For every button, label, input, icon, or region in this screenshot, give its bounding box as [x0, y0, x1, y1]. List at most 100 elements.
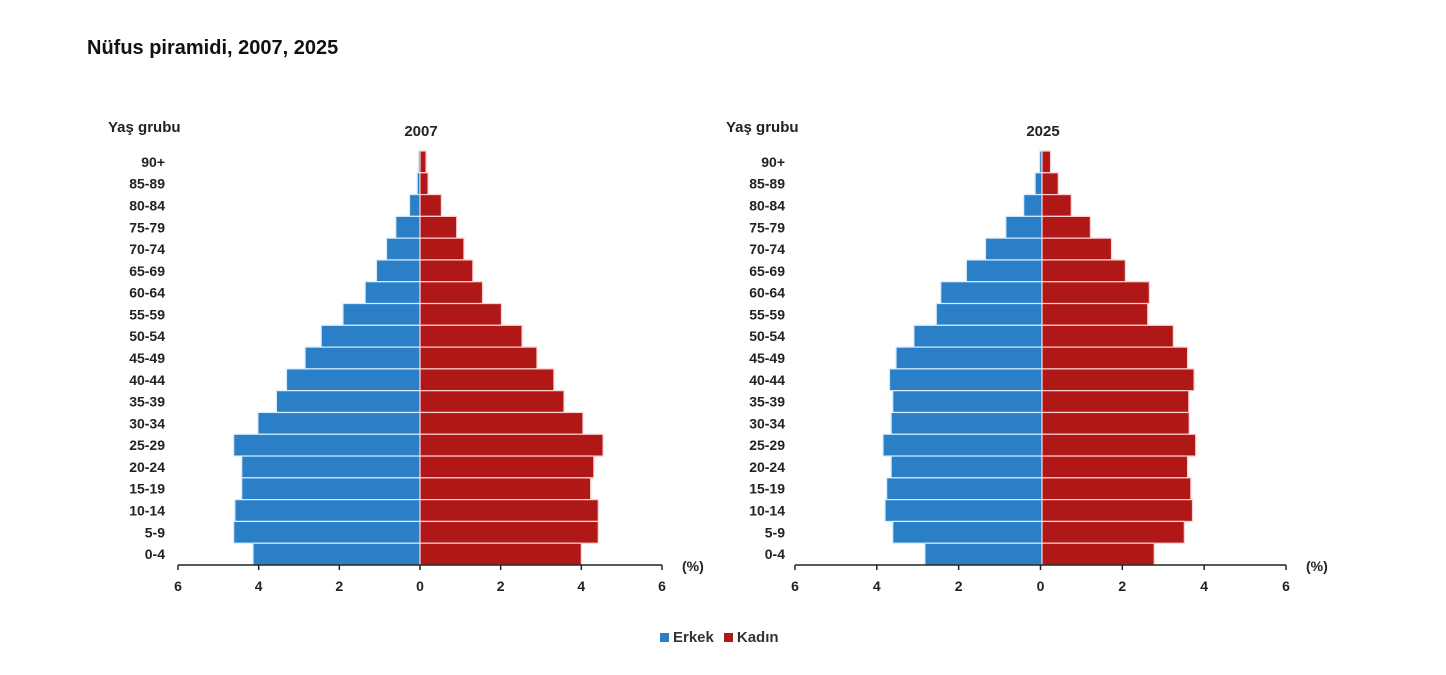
age-label: 20-24: [129, 459, 165, 475]
x-tick-label: 6: [174, 578, 182, 594]
bar-kadin-20-24: [1041, 455, 1189, 479]
x-tick-label: 4: [1200, 578, 1208, 594]
bar-kadin-75-79: [419, 215, 458, 239]
bar-erkek-60-64: [940, 281, 1043, 305]
bar-erkek-25-29: [233, 433, 421, 457]
age-label: 30-34: [129, 415, 165, 431]
y-axis-label: Yaş grubu: [726, 119, 799, 136]
legend-swatch-kadin: [723, 633, 733, 642]
bar-kadin-70-74: [419, 237, 465, 261]
age-label: 85-89: [749, 176, 785, 192]
x-tick-label: 6: [658, 578, 666, 594]
bar-erkek-70-74: [385, 237, 421, 261]
age-label: 15-19: [749, 481, 785, 497]
bar-kadin-75-79: [1041, 215, 1091, 239]
age-label: 50-54: [749, 328, 785, 344]
bar-erkek-30-34: [890, 411, 1043, 435]
age-label: 40-44: [749, 372, 785, 388]
legend: Erkek Kadın: [660, 629, 779, 646]
age-label: 80-84: [749, 197, 785, 213]
bar-erkek-35-39: [275, 390, 421, 414]
age-label: 25-29: [129, 437, 165, 453]
x-tick-label: 2: [497, 578, 505, 594]
x-tick-label: 4: [577, 578, 585, 594]
bar-kadin-55-59: [419, 302, 503, 326]
bar-erkek-45-49: [304, 346, 421, 370]
bar-kadin-65-69: [419, 259, 474, 283]
x-tick-label: 2: [335, 578, 343, 594]
age-label: 65-69: [129, 263, 165, 279]
bar-erkek-30-34: [257, 411, 421, 435]
bar-erkek-50-54: [913, 324, 1043, 348]
age-label: 30-34: [749, 415, 785, 431]
age-label: 35-39: [749, 394, 785, 410]
bar-kadin-25-29: [419, 433, 604, 457]
bar-erkek-15-19: [886, 477, 1043, 501]
bar-erkek-0-4: [924, 542, 1043, 566]
bar-erkek-70-74: [984, 237, 1043, 261]
x-tick-label: 2: [1118, 578, 1126, 594]
chart-title: 2007: [404, 123, 437, 140]
legend-label-erkek: Erkek: [673, 629, 714, 646]
bar-kadin-45-49: [419, 346, 538, 370]
bar-kadin-50-54: [419, 324, 523, 348]
age-label: 80-84: [129, 197, 165, 213]
age-label: 40-44: [129, 372, 165, 388]
bar-kadin-30-34: [1041, 411, 1190, 435]
x-tick-label: 6: [1282, 578, 1290, 594]
bar-erkek-0-4: [252, 542, 421, 566]
bar-erkek-20-24: [890, 455, 1043, 479]
legend-label-kadin: Kadın: [736, 629, 779, 646]
x-tick-label: 2: [955, 578, 963, 594]
bar-erkek-20-24: [241, 455, 421, 479]
bar-kadin-80-84: [1041, 193, 1072, 217]
bar-kadin-40-44: [1041, 368, 1195, 392]
bar-erkek-40-44: [888, 368, 1043, 392]
age-label: 55-59: [749, 306, 785, 322]
age-label: 70-74: [749, 241, 785, 257]
bar-kadin-0-4: [419, 542, 582, 566]
bar-kadin-80-84: [419, 193, 442, 217]
bar-kadin-15-19: [419, 477, 592, 501]
x-tick-label: 0: [1037, 578, 1045, 594]
bar-erkek-75-79: [395, 215, 421, 239]
age-label: 65-69: [749, 263, 785, 279]
bar-erkek-80-84: [408, 193, 421, 217]
bar-kadin-45-49: [1041, 346, 1189, 370]
chart-title: 2025: [1026, 123, 1059, 140]
bar-kadin-20-24: [419, 455, 595, 479]
bar-erkek-45-49: [895, 346, 1043, 370]
bar-kadin-30-34: [419, 411, 584, 435]
bar-erkek-80-84: [1023, 193, 1043, 217]
bar-erkek-40-44: [285, 368, 421, 392]
age-label: 60-64: [129, 285, 165, 301]
bar-erkek-75-79: [1005, 215, 1043, 239]
age-label: 60-64: [749, 285, 785, 301]
bar-erkek-65-69: [375, 259, 421, 283]
bar-erkek-15-19: [241, 477, 421, 501]
age-label: 75-79: [129, 219, 165, 235]
age-label: 45-49: [749, 350, 785, 366]
age-label: 25-29: [749, 437, 785, 453]
bar-kadin-50-54: [1041, 324, 1174, 348]
bar-kadin-85-89: [1041, 172, 1059, 196]
x-axis-label: (%): [1306, 558, 1328, 574]
bar-erkek-5-9: [892, 520, 1043, 544]
age-label: 55-59: [129, 306, 165, 322]
bar-erkek-60-64: [364, 281, 421, 305]
bar-erkek-10-14: [884, 499, 1043, 523]
bar-kadin-90+: [419, 150, 427, 174]
bar-kadin-55-59: [1041, 302, 1149, 326]
age-label: 0-4: [765, 546, 785, 562]
x-tick-label: 0: [416, 578, 424, 594]
age-label: 15-19: [129, 481, 165, 497]
bar-kadin-35-39: [1041, 390, 1190, 414]
page-title: Nüfus piramidi, 2007, 2025: [87, 37, 339, 59]
age-label: 35-39: [129, 394, 165, 410]
bar-kadin-65-69: [1041, 259, 1126, 283]
bar-erkek-50-54: [320, 324, 421, 348]
x-tick-label: 4: [255, 578, 263, 594]
bar-kadin-25-29: [1041, 433, 1197, 457]
bar-kadin-5-9: [419, 520, 599, 544]
